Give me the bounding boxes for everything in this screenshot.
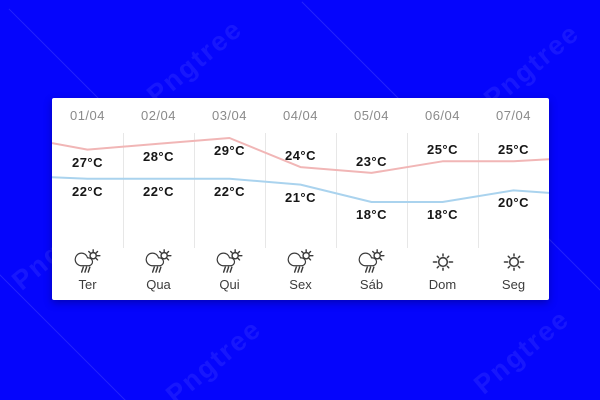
max-temp-value-label: 25°C bbox=[426, 142, 459, 158]
min-temp-value-label: 21°C bbox=[284, 189, 317, 205]
min-temp-value-label: 22°C bbox=[142, 183, 175, 199]
min-temp-value-label: 18°C bbox=[426, 207, 459, 223]
column-divider bbox=[264, 133, 266, 248]
date-label: 02/04 bbox=[140, 108, 177, 123]
pngtree-watermark: Pngtree bbox=[141, 13, 249, 110]
pngtree-watermark: Pngtree bbox=[160, 313, 268, 400]
max-temp-value-label: 28°C bbox=[142, 148, 175, 164]
pngtree-watermark: Pngtree bbox=[468, 303, 576, 400]
max-temp-value-label: 24°C bbox=[284, 148, 317, 164]
rain-sun-icon bbox=[265, 247, 336, 277]
date-label: 01/04 bbox=[69, 108, 106, 123]
max-temp-value-label: 29°C bbox=[213, 143, 246, 158]
column-divider bbox=[406, 133, 408, 248]
min-temp-value-label: 20°C bbox=[497, 195, 530, 211]
date-label: 03/04 bbox=[211, 108, 248, 123]
day-name-label: Dom bbox=[428, 277, 457, 292]
min-temp-line bbox=[52, 176, 549, 203]
rain-sun-icon bbox=[336, 247, 407, 277]
max-temp-value-label: 23°C bbox=[355, 153, 388, 169]
weather-forecast-card: 01/04 02/04 03/04 04/04 05/04 06/04 07/04 27°C… bbox=[52, 98, 549, 300]
rain-sun-icon bbox=[52, 247, 123, 277]
date-label: 04/04 bbox=[282, 108, 319, 123]
column-divider bbox=[335, 133, 337, 248]
column-divider bbox=[122, 133, 124, 248]
day-name-label: Ter bbox=[78, 277, 97, 292]
column-divider bbox=[193, 133, 195, 248]
day-name-label: Qua bbox=[146, 277, 171, 292]
column-divider bbox=[477, 133, 479, 248]
max-temp-value-label: 25°C bbox=[497, 142, 530, 158]
rain-sun-icon bbox=[194, 247, 265, 277]
date-label: 06/04 bbox=[424, 108, 461, 123]
min-temp-value-label: 22°C bbox=[71, 183, 104, 199]
rain-sun-icon bbox=[123, 247, 194, 277]
min-temp-value-label: 22°C bbox=[213, 183, 246, 199]
min-temp-value-label: 18°C bbox=[355, 207, 388, 223]
max-temp-value-label: 27°C bbox=[71, 154, 104, 170]
date-label: 07/04 bbox=[495, 108, 532, 123]
day-name-label: Sex bbox=[289, 277, 312, 292]
sun-icon bbox=[478, 247, 549, 277]
day-name-label: Seg bbox=[501, 277, 526, 292]
day-name-label: Sáb bbox=[359, 277, 384, 292]
temperature-line-chart bbox=[52, 137, 549, 203]
day-name-label: Qui bbox=[219, 277, 240, 292]
date-label: 05/04 bbox=[353, 108, 390, 123]
sun-icon bbox=[407, 247, 478, 277]
max-temp-line bbox=[52, 137, 549, 174]
